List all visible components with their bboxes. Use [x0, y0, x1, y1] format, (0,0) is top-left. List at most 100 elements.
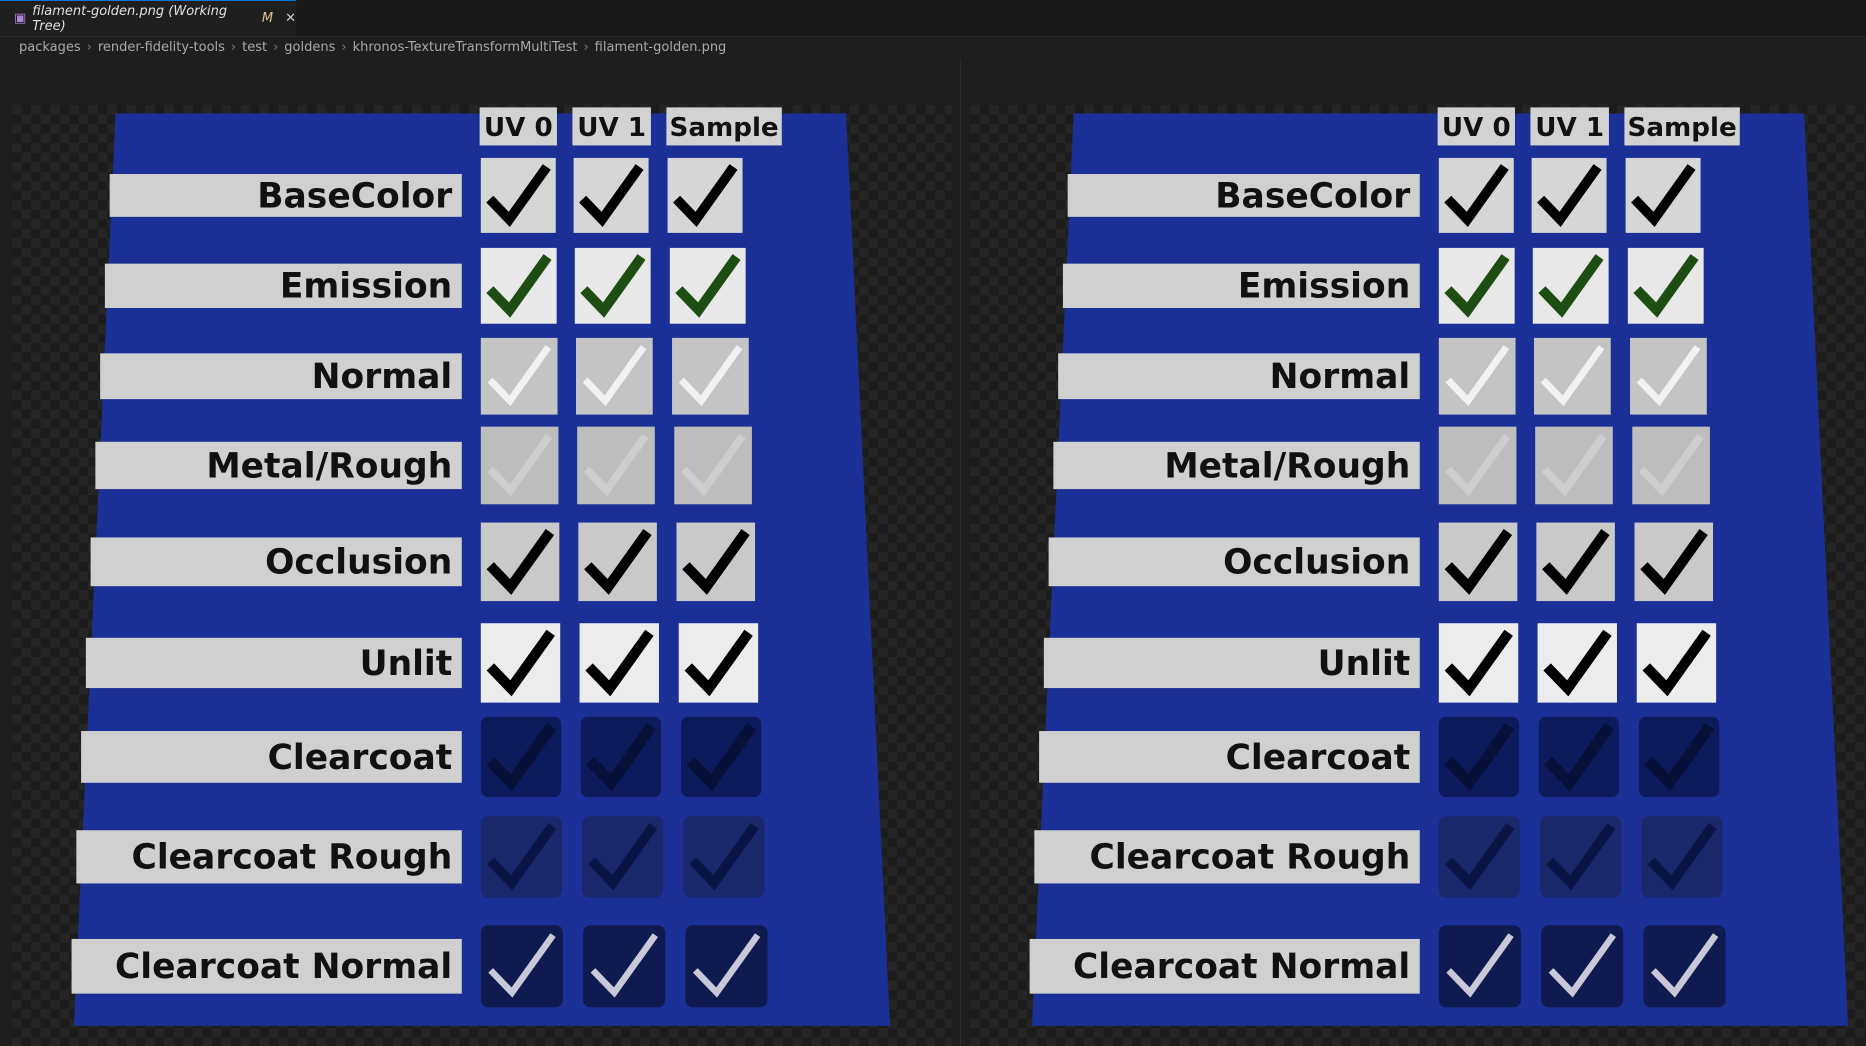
tab-status: M: [261, 11, 274, 26]
breadcrumbs: packages › render-fidelity-tools › test › gold…: [19, 36, 726, 58]
column-header-label: Sample: [670, 113, 779, 143]
row-label-bar: [1043, 637, 1420, 689]
row-label-bar: [1058, 353, 1420, 400]
breadcrumb[interactable]: test: [242, 39, 268, 55]
checkmark: [684, 629, 753, 697]
image-icon: ▣: [14, 11, 27, 26]
row-label-bar: [1039, 731, 1420, 783]
breadcrumb[interactable]: khronos-TextureTransformMultiTest: [352, 39, 578, 55]
row-label-bar: [1034, 830, 1420, 884]
row-label: Clearcoat: [268, 738, 453, 778]
checkmark: [1647, 823, 1717, 891]
editor-tab[interactable]: ▣ filament-golden.png (Working Tree) M ✕: [0, 0, 296, 36]
checkmark: [590, 933, 659, 998]
checkmark: [487, 345, 552, 407]
row-label-bar: [1067, 173, 1420, 217]
row-label: Clearcoat Normal: [115, 947, 452, 987]
row-label: Clearcoat Rough: [132, 838, 453, 878]
row-label-bar: [90, 537, 462, 587]
checkmark: [1640, 529, 1708, 595]
checkmark: [1444, 629, 1513, 697]
checkmark: [686, 723, 757, 792]
checkmark: [486, 254, 552, 318]
row-label-bar: [85, 637, 462, 689]
checkmark: [1444, 164, 1509, 227]
row-label-bar: [109, 173, 462, 217]
checkmark: [1642, 629, 1711, 697]
image-panel: UV 0 UV 1 Sample BaseColor Emission Normal Met…: [12, 105, 952, 1046]
row-label: Normal: [312, 357, 453, 397]
checkmark: [682, 529, 750, 595]
breadcrumb[interactable]: goldens: [284, 39, 336, 55]
row-label: BaseColor: [1215, 176, 1410, 216]
row-label-bar: [95, 441, 462, 490]
checkmark: [588, 823, 658, 891]
column-header-label: Sample: [1628, 113, 1737, 143]
row-label-bar: [104, 263, 462, 308]
checkmark: [586, 723, 656, 792]
checkmark: [584, 529, 652, 595]
breadcrumb[interactable]: render-fidelity-tools: [97, 39, 225, 55]
checkmark: [585, 629, 654, 697]
checkmark: [582, 345, 647, 407]
checkmark: [675, 254, 741, 318]
column-header-label: UV 0: [1442, 113, 1511, 143]
column-header: [1624, 107, 1740, 146]
checkmark: [486, 529, 555, 595]
row-label-bar: [100, 353, 462, 400]
tab-title: filament-golden.png (Working Tree): [32, 3, 228, 34]
checkmark: [1636, 345, 1701, 407]
checkmark: [1444, 529, 1513, 595]
checkmark: [1537, 164, 1602, 227]
row-label: BaseColor: [257, 176, 452, 216]
column-header: [1530, 107, 1609, 146]
checkmark: [583, 433, 649, 497]
separator: ›: [341, 39, 347, 55]
image-panel: UV 0 UV 1 Sample BaseColor Emission Normal Met…: [970, 105, 1866, 1046]
close-button[interactable]: ✕: [285, 11, 296, 26]
checkmark: [486, 723, 557, 792]
checkmark: [1541, 433, 1607, 497]
checkmark: [1445, 345, 1510, 407]
checkmark: [1540, 345, 1605, 407]
column-header-label: UV 0: [484, 113, 553, 143]
row-label: Occlusion: [265, 543, 452, 583]
row-label: Unlit: [360, 644, 453, 684]
checkmark: [487, 433, 553, 497]
row-label: Clearcoat: [1226, 738, 1411, 778]
separator: ›: [273, 39, 279, 55]
checkmark: [1543, 629, 1612, 697]
breadcrumb[interactable]: filament-golden.png: [594, 39, 727, 55]
checkmark: [1650, 933, 1719, 998]
checkmark: [1546, 823, 1616, 891]
checkmark: [580, 254, 646, 318]
checkmark: [689, 823, 759, 891]
row-label-bar: [76, 830, 462, 884]
tab-bar: ▣ filament-golden.png (Working Tree) M ✕: [0, 0, 1866, 37]
checkmark: [1544, 723, 1614, 792]
row-label-bar: [71, 938, 462, 994]
checkmark: [486, 629, 555, 697]
separator: ›: [583, 39, 589, 55]
row-label: Clearcoat Rough: [1090, 838, 1411, 878]
checkmark: [487, 823, 557, 891]
column-header: [1437, 107, 1515, 146]
checkmark: [1446, 933, 1514, 998]
checkmark: [1445, 823, 1515, 891]
row-label: Emission: [280, 267, 452, 307]
separator: ›: [86, 39, 92, 55]
column-header-label: UV 1: [1535, 113, 1604, 143]
separator: ›: [230, 39, 237, 55]
row-label-bar: [1053, 441, 1420, 490]
checkmark: [692, 933, 761, 998]
column-header: [479, 107, 557, 146]
checkmark: [1633, 254, 1699, 318]
column-header: [572, 107, 651, 146]
checkmark: [1542, 529, 1610, 595]
checkmark: [1631, 164, 1696, 227]
column-header-label: UV 1: [577, 113, 646, 143]
checkmark: [579, 164, 644, 227]
breadcrumb[interactable]: packages: [19, 39, 81, 55]
row-label: Normal: [1270, 357, 1411, 397]
